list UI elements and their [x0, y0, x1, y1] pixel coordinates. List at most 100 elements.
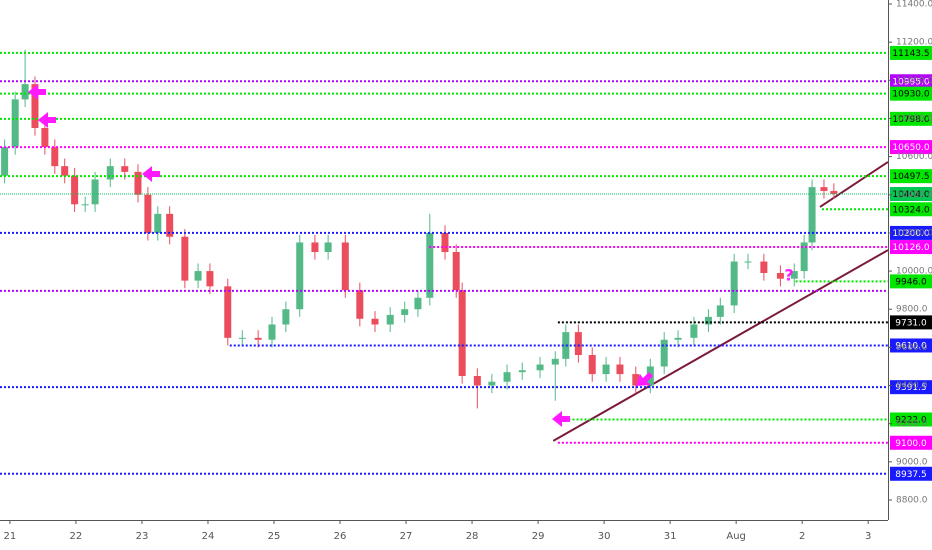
candle-body	[744, 261, 752, 263]
candle-body	[144, 194, 152, 233]
candle-body	[224, 286, 232, 338]
y-tick-label: 10000.0	[896, 267, 932, 277]
candle-body	[426, 232, 434, 298]
level-label-box	[890, 274, 932, 289]
level-label-box	[890, 202, 932, 217]
y-tick-label: 9800.0	[896, 305, 928, 315]
level-label: 10650.0	[892, 143, 929, 153]
candle-body	[660, 339, 668, 367]
y-tick-label: 11400.0	[896, 0, 932, 10]
y-tick-label: 10400.0	[896, 190, 932, 200]
y-tick-label: 9400.0	[896, 381, 928, 391]
arrow	[636, 372, 653, 386]
x-tick-label: 3	[865, 531, 871, 542]
candle-body	[704, 316, 712, 325]
level-label-box	[890, 466, 932, 481]
candle-body	[414, 297, 422, 310]
level-label-box	[890, 315, 932, 330]
candle-body	[386, 314, 394, 325]
level-label-box	[890, 435, 932, 450]
arrow	[28, 84, 46, 100]
level-label: 8937.5	[895, 470, 927, 480]
level-label: 9731.0	[895, 318, 927, 328]
level-label: 10404.0	[892, 190, 929, 200]
candle-body	[441, 232, 449, 252]
level-label: 10995.0	[892, 77, 929, 87]
candles	[1, 49, 838, 409]
candle-body	[488, 381, 496, 386]
candle-body	[518, 370, 526, 373]
x-tick-label: 27	[400, 531, 413, 542]
candle-body	[324, 242, 332, 252]
level-label: 10798.0	[892, 115, 929, 125]
y-tick-label: 8800.0	[896, 496, 928, 506]
candle-body	[282, 309, 290, 325]
level-label: 10200.0	[892, 229, 929, 239]
candle-body	[776, 272, 784, 279]
x-tick-label: 22	[70, 531, 83, 542]
level-label: 10324.0	[892, 205, 929, 215]
candle-body	[154, 213, 162, 233]
level-label: 10126.0	[892, 243, 929, 253]
level-label: 10930.0	[892, 90, 929, 100]
candle-body	[616, 364, 624, 375]
candle-body	[134, 171, 142, 195]
candle-body	[588, 355, 596, 375]
level-label-box	[890, 187, 932, 202]
x-tick-label: 25	[268, 531, 281, 542]
candle-body	[800, 242, 808, 272]
x-tick-label: 31	[664, 531, 677, 542]
candle-body	[238, 337, 246, 339]
candle-body	[21, 84, 29, 100]
x-tick-label: 2	[799, 531, 805, 542]
level-label: 9391.5	[895, 383, 927, 393]
candle-body	[51, 147, 59, 167]
candle-body	[181, 236, 189, 281]
y-tick-label: 9200.0	[896, 419, 928, 429]
level-label-box	[890, 86, 932, 101]
candle-body	[121, 166, 129, 172]
level-labels: 11143.5 10995.0 10930.0 10798.0 10650.0 10497…	[890, 45, 932, 481]
candle-body	[830, 190, 838, 195]
candle-body	[458, 290, 466, 376]
level-label: 9100.0	[895, 439, 927, 449]
y-tick-label: 10800.0	[896, 114, 932, 124]
candle-body	[690, 324, 698, 338]
candle-body	[473, 376, 481, 386]
candle-body	[356, 290, 364, 319]
candle-body	[371, 318, 379, 325]
candle-body	[61, 166, 69, 176]
level-label-box	[890, 225, 932, 240]
candle-body	[820, 187, 828, 191]
x-tick-label: 24	[202, 531, 215, 542]
candle-body	[452, 252, 460, 291]
candle-body	[760, 261, 768, 273]
y-tick-label: 10600.0	[896, 152, 932, 162]
candle-body	[790, 271, 798, 279]
candle-body	[716, 305, 724, 317]
y-tick-label: 9000.0	[896, 457, 928, 467]
level-label: 9222.0	[895, 415, 927, 425]
candle-body	[206, 271, 214, 287]
candle-body	[341, 242, 349, 291]
level-label: 9946.0	[895, 277, 927, 287]
y-tick-label: 11200.0	[896, 38, 932, 48]
candle-body	[11, 99, 19, 148]
level-label-box	[890, 111, 932, 126]
level-label: 10497.5	[892, 172, 929, 182]
candle-body	[551, 358, 559, 365]
candle-body	[401, 309, 409, 315]
candle-body	[31, 84, 39, 128]
candle-body	[71, 175, 79, 205]
candle-body	[632, 374, 640, 386]
level-label-box	[890, 45, 932, 60]
x-tick-label: 28	[466, 531, 479, 542]
level-label-box	[890, 412, 932, 427]
level-label-box	[890, 169, 932, 184]
x-tick-label: 21	[4, 531, 17, 542]
trendline	[819, 161, 889, 208]
arrow	[38, 112, 56, 128]
y-tick-label: 10200.0	[896, 228, 932, 238]
